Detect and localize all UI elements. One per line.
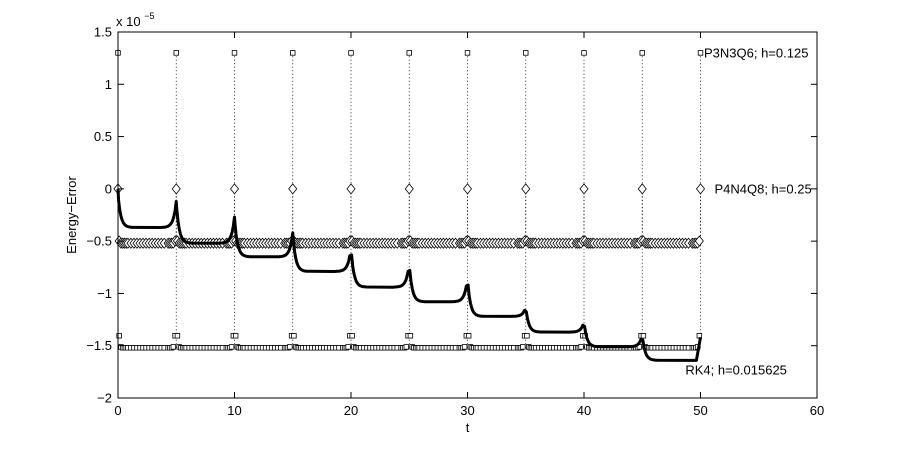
x-tick-label: 0 <box>114 403 121 418</box>
y-tick-label: 1.5 <box>94 25 112 40</box>
diamond-marker <box>288 183 298 195</box>
x-tick-label: 60 <box>810 403 824 418</box>
y-tick-label: 0.5 <box>94 129 112 144</box>
rk4-error-line <box>116 188 702 362</box>
square-marker <box>173 50 179 56</box>
x-axis-label: t <box>466 420 470 435</box>
y-tick-label: 0 <box>105 181 112 196</box>
series-annotation: RK4; h=0.015625 <box>685 362 787 377</box>
y-tick-label: −1 <box>97 286 112 301</box>
square-marker <box>465 333 472 339</box>
series-0 <box>115 50 704 351</box>
diamond-marker <box>579 183 589 195</box>
series-annotation: P4N4Q8; h=0.25 <box>714 181 811 196</box>
y-tick-label: 1 <box>105 77 112 92</box>
square-marker <box>578 344 584 350</box>
y-tick-label: −2 <box>97 391 112 406</box>
diamond-marker <box>694 235 704 247</box>
diamond-marker <box>404 183 414 195</box>
x-tick-label: 40 <box>577 403 591 418</box>
diamond-marker <box>171 183 181 195</box>
diamond-marker <box>695 183 706 195</box>
square-marker <box>287 344 293 350</box>
x-tick-label: 30 <box>460 403 474 418</box>
y-axis-exponent-base: x 10 <box>116 14 141 29</box>
square-marker <box>231 50 238 56</box>
square-marker <box>697 50 704 56</box>
diamond-marker <box>229 183 240 195</box>
square-marker <box>581 50 587 56</box>
x-tick-label: 20 <box>344 403 358 418</box>
y-tick-label: −1.5 <box>86 338 112 353</box>
axis-ticks: 0 10 20 30 40 50 60 −2 −1.5 −1 −0.5 0 0.5 1 1.5 <box>86 25 824 419</box>
series-2 <box>116 188 702 362</box>
square-marker <box>348 50 354 56</box>
y-tick-label: −0.5 <box>86 234 112 249</box>
square-marker <box>345 344 351 350</box>
square-marker <box>228 344 235 350</box>
square-marker <box>640 333 647 339</box>
diamond-marker <box>521 183 531 195</box>
y-axis-exponent: x 10 −5 <box>116 11 154 29</box>
square-marker <box>520 344 526 350</box>
square-marker <box>461 344 468 350</box>
series-1 <box>113 183 706 249</box>
diamond-marker <box>346 183 356 195</box>
x-tick-label: 50 <box>693 403 707 418</box>
square-marker <box>116 333 122 339</box>
square-marker <box>403 344 410 350</box>
square-marker <box>174 333 181 339</box>
chart-marks <box>113 50 706 362</box>
diamond-marker <box>637 183 647 195</box>
square-marker <box>349 333 355 339</box>
square-marker <box>523 50 529 56</box>
series-annotation: P3N3Q6; h=0.125 <box>704 45 808 60</box>
square-marker <box>639 50 645 56</box>
y-axis-exponent-power: −5 <box>144 11 154 21</box>
square-marker <box>524 333 530 339</box>
square-marker <box>406 50 412 56</box>
square-marker <box>170 344 177 350</box>
square-marker <box>290 50 296 56</box>
square-marker <box>464 50 471 56</box>
series-annotations: P3N3Q6; h=0.125 P4N4Q8; h=0.25 RK4; h=0.01… <box>685 45 811 377</box>
x-tick-label: 10 <box>227 403 241 418</box>
y-axis-label: Energy−Error <box>64 175 79 253</box>
square-marker <box>232 333 239 339</box>
square-marker <box>407 333 414 339</box>
diamond-marker <box>462 183 473 195</box>
square-marker <box>291 333 297 339</box>
